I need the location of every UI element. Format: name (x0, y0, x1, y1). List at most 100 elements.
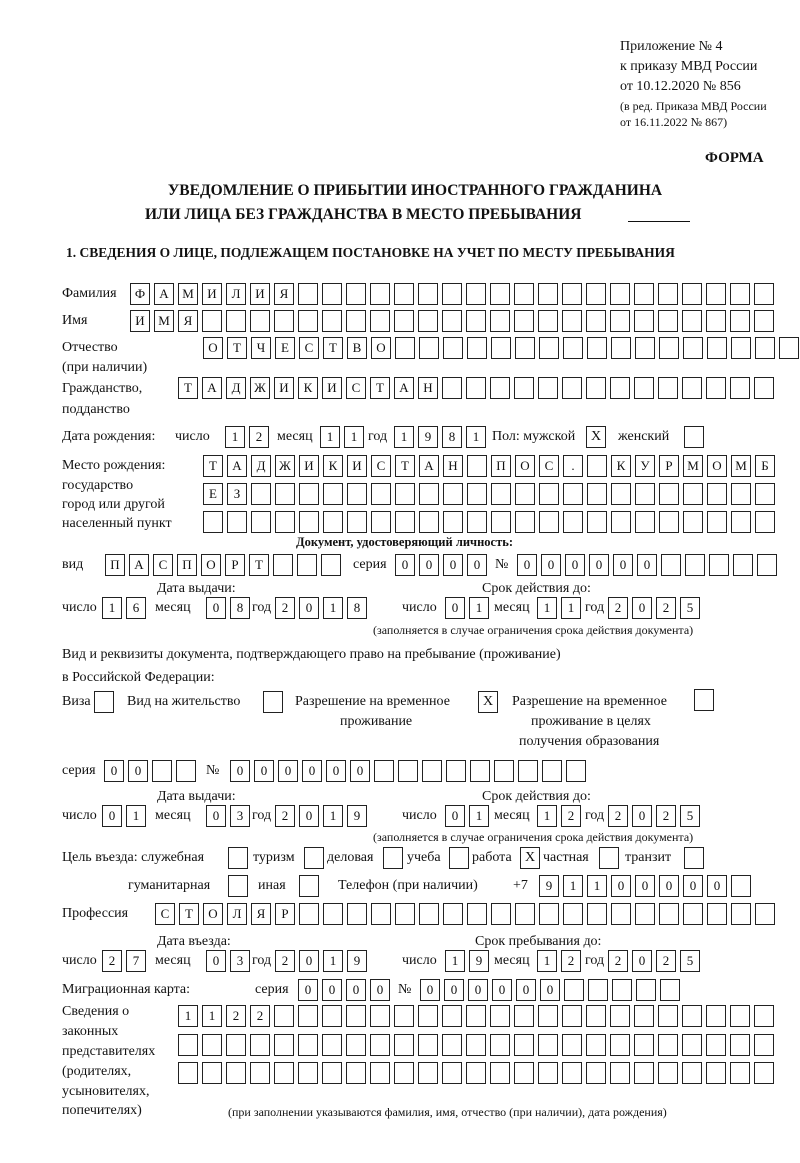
char-cell[interactable]: 1 (445, 950, 465, 972)
char-cell[interactable]: С (346, 377, 366, 399)
char-cell[interactable] (347, 483, 367, 505)
char-cell[interactable] (490, 1034, 510, 1056)
char-cell[interactable]: Е (275, 337, 295, 359)
char-cell[interactable] (635, 903, 655, 925)
char-cell[interactable]: Т (227, 337, 247, 359)
residence-permit-checkbox[interactable] (263, 691, 283, 713)
char-cell[interactable]: Т (395, 455, 415, 477)
char-cell[interactable] (346, 283, 366, 305)
char-cell[interactable]: 0 (444, 979, 464, 1001)
char-cell[interactable]: П (491, 455, 511, 477)
char-cell[interactable]: Т (249, 554, 269, 576)
char-cell[interactable] (346, 1062, 366, 1084)
char-cell[interactable] (371, 511, 391, 533)
char-cell[interactable]: 1 (323, 950, 343, 972)
char-cell[interactable] (731, 875, 751, 897)
sex-female-checkbox[interactable] (684, 426, 704, 448)
purpose-transit-checkbox[interactable] (684, 847, 704, 869)
char-cell[interactable]: 2 (226, 1005, 246, 1027)
char-cell[interactable]: 0 (445, 805, 465, 827)
char-cell[interactable] (514, 377, 534, 399)
char-cell[interactable] (707, 483, 727, 505)
char-cell[interactable]: И (130, 310, 150, 332)
char-cell[interactable] (394, 1062, 414, 1084)
char-cell[interactable]: Ж (275, 455, 295, 477)
char-cell[interactable]: С (153, 554, 173, 576)
char-cell[interactable] (178, 1034, 198, 1056)
char-cell[interactable] (706, 1062, 726, 1084)
char-cell[interactable] (564, 979, 584, 1001)
char-cell[interactable]: 0 (467, 554, 487, 576)
char-cell[interactable] (250, 1034, 270, 1056)
char-cell[interactable] (779, 337, 799, 359)
char-cell[interactable]: И (250, 283, 270, 305)
char-cell[interactable]: 1 (225, 426, 245, 448)
reps-field-2[interactable] (178, 1034, 774, 1056)
char-cell[interactable] (755, 483, 775, 505)
char-cell[interactable] (562, 377, 582, 399)
char-cell[interactable]: Л (227, 903, 247, 925)
char-cell[interactable] (634, 1062, 654, 1084)
char-cell[interactable] (395, 903, 415, 925)
char-cell[interactable] (706, 377, 726, 399)
char-cell[interactable] (321, 554, 341, 576)
char-cell[interactable]: 8 (230, 597, 250, 619)
char-cell[interactable]: 0 (635, 875, 655, 897)
char-cell[interactable]: 3 (230, 805, 250, 827)
char-cell[interactable] (274, 310, 294, 332)
char-cell[interactable]: О (515, 455, 535, 477)
char-cell[interactable] (587, 455, 607, 477)
char-cell[interactable] (274, 1005, 294, 1027)
char-cell[interactable]: 1 (563, 875, 583, 897)
char-cell[interactable] (562, 1034, 582, 1056)
char-cell[interactable] (176, 760, 196, 782)
char-cell[interactable] (730, 377, 750, 399)
char-cell[interactable]: И (347, 455, 367, 477)
char-cell[interactable] (227, 511, 247, 533)
char-cell[interactable] (539, 511, 559, 533)
char-cell[interactable] (611, 511, 631, 533)
char-cell[interactable] (466, 377, 486, 399)
char-cell[interactable]: Т (323, 337, 343, 359)
char-cell[interactable] (635, 483, 655, 505)
char-cell[interactable] (754, 1062, 774, 1084)
char-cell[interactable] (298, 1005, 318, 1027)
char-cell[interactable]: 2 (561, 805, 581, 827)
char-cell[interactable] (610, 1062, 630, 1084)
char-cell[interactable] (514, 1005, 534, 1027)
char-cell[interactable] (466, 283, 486, 305)
char-cell[interactable]: Я (178, 310, 198, 332)
char-cell[interactable] (587, 903, 607, 925)
char-cell[interactable]: 1 (344, 426, 364, 448)
char-cell[interactable] (733, 554, 753, 576)
char-cell[interactable]: П (177, 554, 197, 576)
char-cell[interactable] (346, 1034, 366, 1056)
char-cell[interactable]: 2 (275, 597, 295, 619)
char-cell[interactable]: О (707, 455, 727, 477)
char-cell[interactable] (443, 337, 463, 359)
char-cell[interactable]: 0 (516, 979, 536, 1001)
char-cell[interactable] (586, 283, 606, 305)
char-cell[interactable]: 9 (347, 805, 367, 827)
char-cell[interactable]: Т (178, 377, 198, 399)
char-cell[interactable] (442, 1005, 462, 1027)
char-cell[interactable] (683, 903, 703, 925)
char-cell[interactable]: 5 (680, 597, 700, 619)
char-cell[interactable]: М (731, 455, 751, 477)
char-cell[interactable] (709, 554, 729, 576)
char-cell[interactable] (588, 979, 608, 1001)
char-cell[interactable] (562, 310, 582, 332)
char-cell[interactable]: 0 (299, 597, 319, 619)
char-cell[interactable] (515, 511, 535, 533)
char-cell[interactable] (731, 903, 751, 925)
char-cell[interactable]: Т (179, 903, 199, 925)
char-cell[interactable] (299, 903, 319, 925)
